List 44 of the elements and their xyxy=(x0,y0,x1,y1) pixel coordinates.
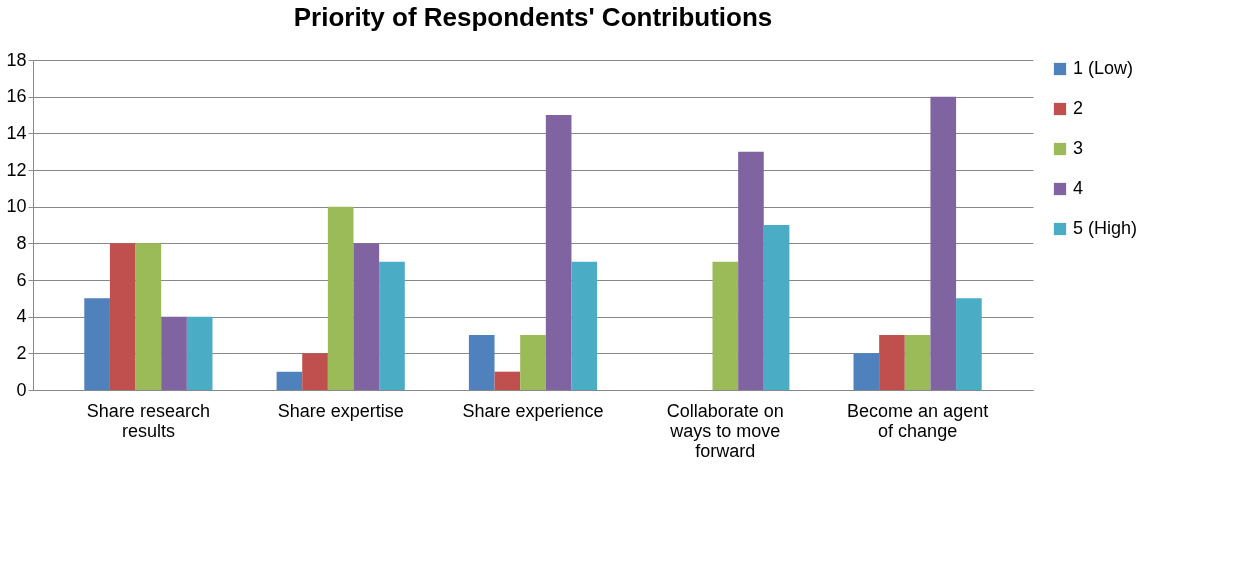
y-tick-label: 4 xyxy=(16,306,27,327)
x-tick-label: Become an agent of change xyxy=(847,400,989,441)
legend-label: 2 xyxy=(1073,98,1084,118)
bar xyxy=(520,335,546,390)
y-tick-label: 2 xyxy=(16,342,27,363)
y-tick-label: 10 xyxy=(6,196,27,217)
bar xyxy=(302,353,328,390)
bar xyxy=(353,243,380,390)
bar xyxy=(571,261,598,390)
bar xyxy=(904,335,931,390)
bar xyxy=(879,335,905,390)
bar xyxy=(161,316,187,390)
bar xyxy=(494,371,521,390)
legend-label: 5 (High) xyxy=(1073,218,1138,238)
bar xyxy=(276,371,303,390)
bar xyxy=(84,298,110,390)
y-tick-label: 6 xyxy=(16,269,27,290)
bar xyxy=(712,261,739,390)
bar xyxy=(738,151,764,390)
bar xyxy=(468,335,495,390)
y-tick-label: 12 xyxy=(6,159,27,180)
bar xyxy=(109,243,136,390)
legend-label: 1 (Low) xyxy=(1073,58,1134,78)
y-tick-label: 16 xyxy=(6,86,27,107)
x-tick-label: Share experience xyxy=(462,400,604,421)
bar xyxy=(135,243,162,390)
y-tick-label: 14 xyxy=(6,122,27,143)
y-tick-label: 18 xyxy=(6,49,27,70)
x-tick-label: Collaborate on ways to move forward xyxy=(666,400,784,461)
y-tick-label: 8 xyxy=(16,232,27,253)
bar xyxy=(930,96,957,390)
bar xyxy=(327,206,354,390)
x-tick-label: Share research results xyxy=(86,400,210,441)
bar xyxy=(545,115,572,390)
legend-label: 3 xyxy=(1073,138,1084,158)
bar xyxy=(956,298,982,390)
y-tick-label: 0 xyxy=(16,379,27,400)
x-tick-label: Share expertise xyxy=(277,400,404,421)
chart-title: Priority of Respondents' Contributions xyxy=(293,2,773,32)
bar xyxy=(379,261,405,390)
bar xyxy=(763,225,790,390)
bar xyxy=(853,353,880,390)
bar xyxy=(186,316,213,390)
legend-label: 4 xyxy=(1073,178,1084,198)
